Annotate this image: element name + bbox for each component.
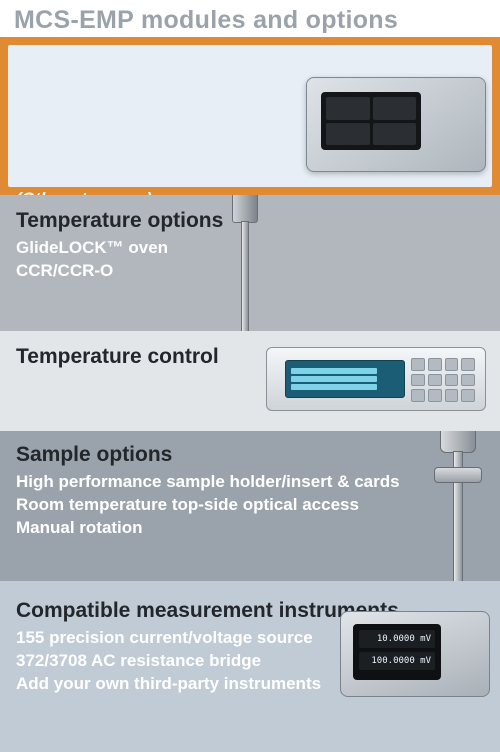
instrument-display-icon: 10.0000 mV 100.0000 mV: [353, 624, 441, 680]
section-compatible-instruments: 10.0000 mV 100.0000 mV Compatible measur…: [0, 581, 500, 752]
controller-keypad-icon: [411, 358, 475, 402]
line: High performance sample holder/insert & …: [16, 471, 484, 494]
readout-value: 10.0000 mV: [377, 634, 431, 644]
section-electronic-modules: Electronic measurement modules FastHall™…: [0, 37, 500, 195]
section-lines: High performance sample holder/insert & …: [16, 471, 484, 540]
readout-value: 100.0000 mV: [371, 656, 431, 666]
probe-insert-placeholder: [230, 195, 260, 331]
page-title: MCS-EMP modules and options: [0, 0, 500, 37]
section-temperature-control: Temperature control: [0, 331, 500, 431]
instrument-touchscreen-icon: [321, 92, 421, 150]
section-title: Sample options: [16, 443, 484, 467]
line: Room temperature top-side optical access: [16, 494, 484, 517]
sample-holder-placeholder: [440, 431, 476, 581]
fasthall-instrument-placeholder: [306, 77, 486, 172]
source-instrument-placeholder: 10.0000 mV 100.0000 mV: [340, 611, 490, 697]
software-screenshot-placeholder: [16, 51, 146, 137]
section-temperature-options: Temperature options GlideLOCK™ oven CCR/…: [0, 195, 500, 331]
line: Manual rotation: [16, 517, 484, 540]
temperature-controller-placeholder: [266, 347, 486, 411]
infographic-page: MCS-EMP modules and options Electronic m…: [0, 0, 500, 752]
controller-display-icon: [285, 360, 405, 398]
line: (Others to come): [16, 188, 484, 195]
section-sample-options: Sample options High performance sample h…: [0, 431, 500, 581]
